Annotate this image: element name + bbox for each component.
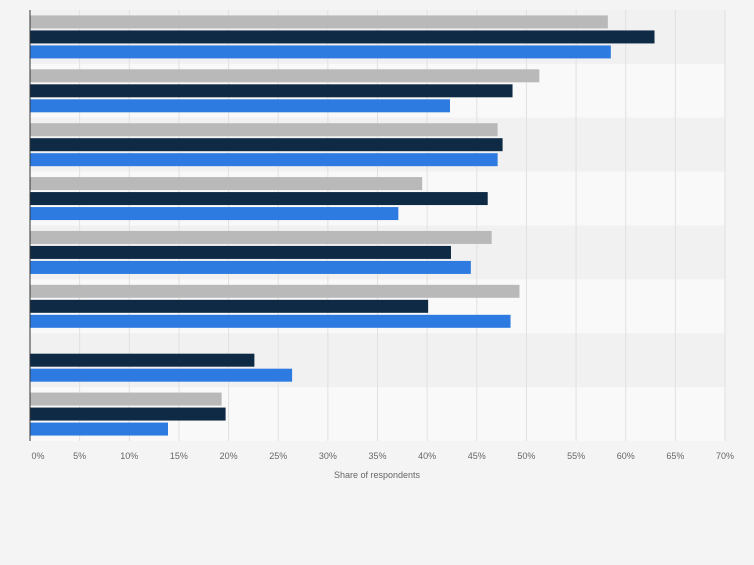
bar: [30, 230, 492, 244]
bar: [30, 153, 498, 167]
bar: [30, 407, 226, 421]
x-tick-label: 60%: [617, 451, 635, 461]
x-tick-label: 35%: [368, 451, 386, 461]
x-tick-label: 50%: [517, 451, 535, 461]
bar: [30, 422, 169, 436]
bar: [30, 123, 498, 137]
bars: [30, 15, 655, 436]
x-tick-label: 20%: [220, 451, 238, 461]
bar: [30, 30, 655, 44]
x-tick-label: 10%: [120, 451, 138, 461]
bar: [30, 84, 513, 98]
x-axis-title: Share of respondents: [334, 470, 421, 480]
x-tick-label: 65%: [666, 451, 684, 461]
bar: [30, 45, 611, 59]
bar: [30, 245, 451, 259]
x-tick-label: 25%: [269, 451, 287, 461]
x-tick-label: 55%: [567, 451, 585, 461]
bar: [30, 284, 520, 298]
bar: [30, 69, 540, 83]
bar: [30, 368, 293, 382]
bar: [30, 192, 488, 206]
x-tick-label: 40%: [418, 451, 436, 461]
bar: [30, 353, 255, 367]
x-tick-label: 15%: [170, 451, 188, 461]
bar: [30, 260, 471, 274]
bar: [30, 207, 399, 221]
bar: [30, 299, 429, 313]
bar: [30, 138, 503, 152]
bar: [30, 15, 608, 29]
bar: [30, 392, 222, 406]
x-tick-label: 5%: [73, 451, 86, 461]
bar: [30, 177, 423, 191]
bar: [30, 314, 511, 328]
x-tick-label: 30%: [319, 451, 337, 461]
bar: [30, 99, 450, 113]
x-tick-label: 0%: [31, 451, 44, 461]
x-tick-label: 70%: [716, 451, 734, 461]
x-tick-label: 45%: [468, 451, 486, 461]
x-tick-labels: 0% 5% 10% 15% 20% 25% 30% 35% 40% 45% 50% 55% 60% 65%…: [31, 451, 734, 461]
